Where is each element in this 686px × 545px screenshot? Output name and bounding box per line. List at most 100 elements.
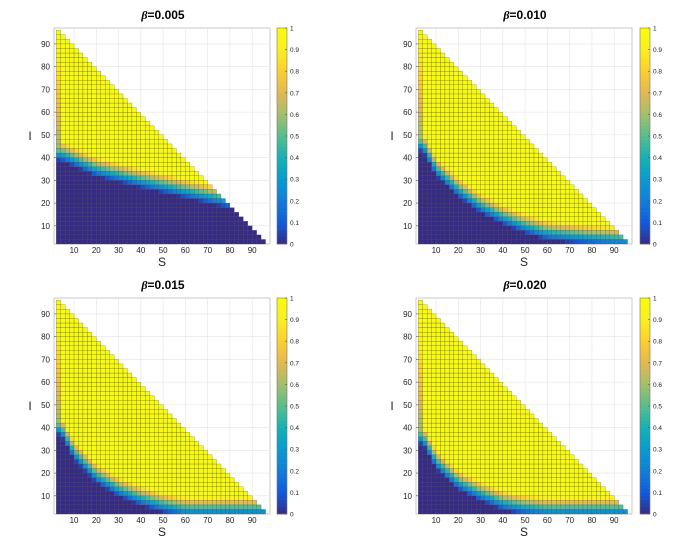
heatmap-cell xyxy=(418,363,423,369)
heatmap-cell xyxy=(140,477,146,483)
heatmap-cell xyxy=(551,202,557,208)
heatmap-cell xyxy=(91,139,97,145)
heatmap-cell xyxy=(511,418,517,424)
heatmap-cell xyxy=(427,162,432,167)
heatmap-cell xyxy=(524,162,530,167)
heatmap-cell xyxy=(453,93,459,99)
heatmap-cell xyxy=(582,216,588,222)
heatmap-cell xyxy=(78,363,84,369)
heatmap-cell xyxy=(498,477,503,483)
heatmap-cell xyxy=(78,409,84,415)
heatmap-cell xyxy=(440,207,446,213)
heatmap-cell xyxy=(109,486,115,492)
heatmap-cell xyxy=(502,221,508,226)
heatmap-cell xyxy=(56,404,61,410)
heatmap-cell xyxy=(484,509,490,515)
heatmap-cell xyxy=(440,427,446,433)
heatmap-cell xyxy=(100,230,106,236)
heatmap-cell xyxy=(484,450,490,456)
heatmap-cell xyxy=(78,198,84,204)
heatmap-cell xyxy=(87,436,92,442)
heatmap-cell xyxy=(105,463,110,469)
heatmap-cell xyxy=(56,341,61,346)
heatmap-cell xyxy=(547,171,552,176)
heatmap-cell xyxy=(127,459,133,465)
y-tick-label: 20 xyxy=(41,469,50,478)
heatmap-cell xyxy=(140,422,146,428)
heatmap-cell xyxy=(65,432,70,437)
heatmap-cell xyxy=(462,436,468,442)
heatmap-cell xyxy=(113,139,119,145)
heatmap-cell xyxy=(565,482,570,487)
heatmap-cell xyxy=(462,89,468,95)
heatmap-cell xyxy=(449,495,454,501)
heatmap-cell xyxy=(524,157,530,163)
heatmap-cell xyxy=(471,184,477,190)
heatmap-cell xyxy=(78,413,84,419)
heatmap-cell xyxy=(431,48,437,54)
heatmap-cell xyxy=(78,322,84,328)
heatmap-cell xyxy=(131,382,137,387)
heatmap-cell xyxy=(418,341,423,346)
heatmap-cell xyxy=(498,134,503,140)
heatmap-cell xyxy=(100,98,106,104)
heatmap-cell xyxy=(234,225,239,231)
heatmap-cell xyxy=(78,98,84,104)
heatmap-cell xyxy=(109,445,115,451)
heatmap-cell xyxy=(131,386,137,392)
heatmap-cell xyxy=(87,184,92,190)
heatmap-cell xyxy=(113,445,119,451)
heatmap-cell xyxy=(60,463,66,469)
heatmap-cell xyxy=(73,477,79,483)
heatmap-cell xyxy=(69,102,75,108)
heatmap-cell xyxy=(96,102,101,108)
heatmap-cell xyxy=(444,98,450,104)
heatmap-cell xyxy=(91,202,97,208)
heatmap-cell xyxy=(78,152,84,158)
heatmap-cell xyxy=(422,48,428,54)
heatmap-cell xyxy=(511,234,517,240)
heatmap-cell xyxy=(211,216,217,222)
heatmap-cell xyxy=(56,171,61,176)
heatmap-cell xyxy=(78,66,84,72)
heatmap-cell xyxy=(229,477,235,483)
heatmap-cell xyxy=(109,454,115,460)
heatmap-cell xyxy=(82,130,88,135)
heatmap-cell xyxy=(471,202,477,208)
heatmap-cell xyxy=(118,125,124,131)
heatmap-cell xyxy=(431,495,437,501)
heatmap-cell xyxy=(471,239,477,245)
heatmap-cell xyxy=(96,71,101,76)
heatmap-cell xyxy=(498,189,503,195)
heatmap-cell xyxy=(131,409,137,415)
heatmap-cell xyxy=(435,157,441,163)
heatmap-cell xyxy=(60,130,66,135)
heatmap-cell xyxy=(418,386,423,392)
heatmap-cell xyxy=(493,436,499,442)
heatmap-cell xyxy=(69,368,75,374)
colorbar-segment xyxy=(640,190,650,194)
heatmap-cell xyxy=(211,495,217,501)
heatmap-cell xyxy=(587,230,593,236)
heatmap-cell xyxy=(198,180,204,186)
heatmap-cell xyxy=(507,432,512,437)
heatmap-cell xyxy=(516,189,521,195)
heatmap-cell xyxy=(87,382,92,387)
heatmap-cell xyxy=(122,116,128,122)
heatmap-cell xyxy=(440,98,446,104)
heatmap-cell xyxy=(189,463,195,469)
colorbar-segment xyxy=(277,146,287,151)
heatmap-cell xyxy=(538,459,544,465)
heatmap-cell xyxy=(493,157,499,163)
heatmap-cell xyxy=(78,202,84,208)
colorbar-segment xyxy=(277,438,287,443)
heatmap-cell xyxy=(118,230,124,236)
heatmap-cell xyxy=(207,225,213,231)
heatmap-cell xyxy=(471,107,477,113)
heatmap-cell xyxy=(444,345,450,351)
heatmap-cell xyxy=(444,143,450,149)
heatmap-cell xyxy=(444,472,450,478)
heatmap-cell xyxy=(458,89,463,95)
heatmap-cell xyxy=(435,350,441,355)
heatmap-cell xyxy=(122,445,128,451)
